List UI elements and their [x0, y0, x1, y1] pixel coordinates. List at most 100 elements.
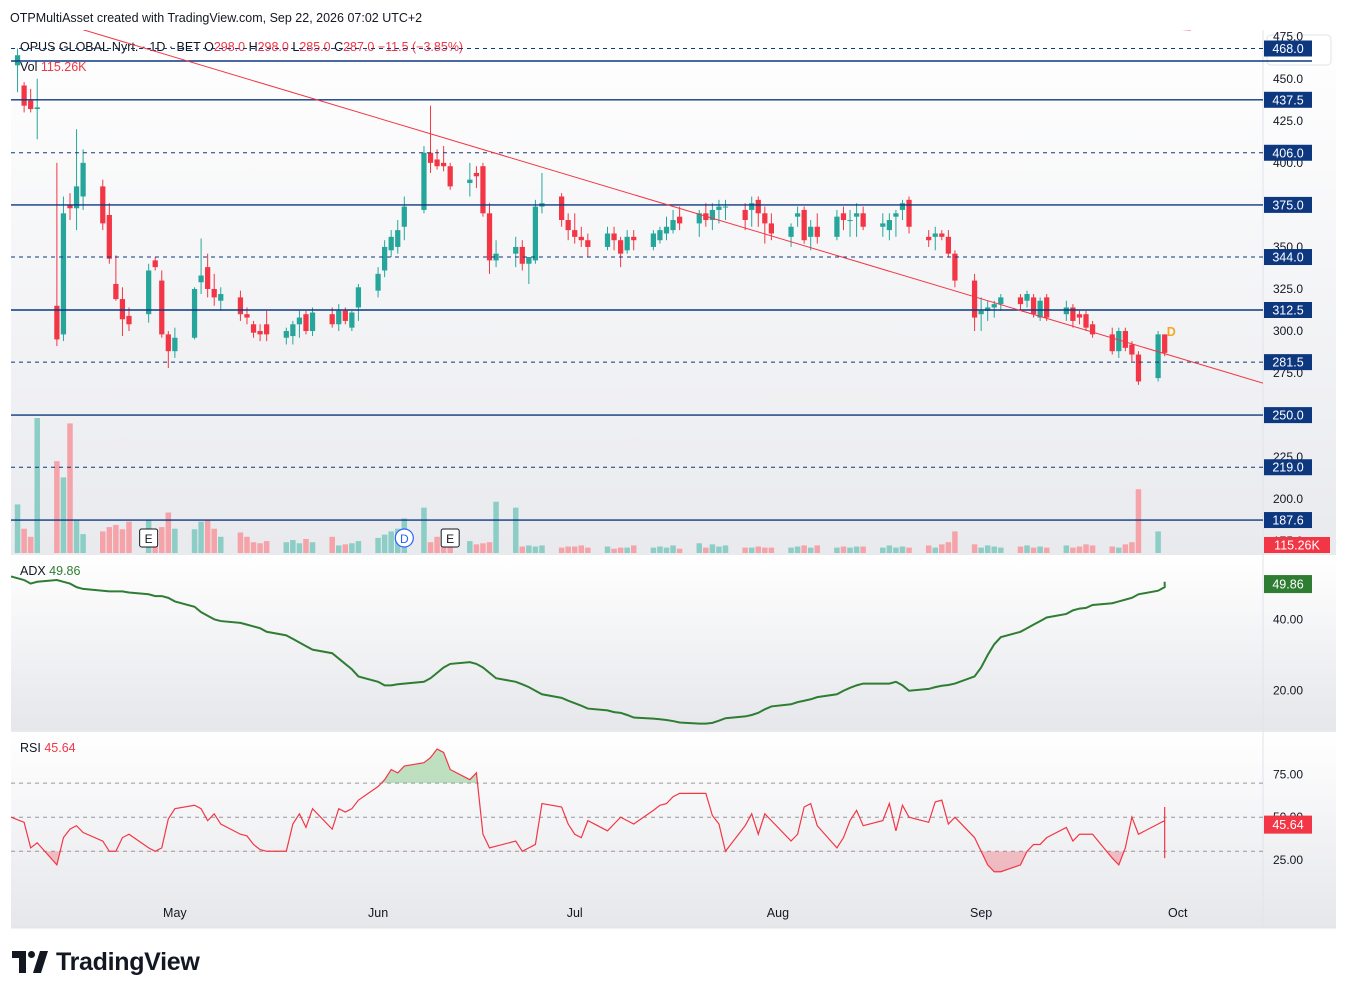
candle	[663, 216, 670, 241]
candle-body	[480, 166, 486, 214]
candle-body	[788, 226, 794, 237]
volume-bar	[880, 547, 886, 553]
candle	[1030, 294, 1037, 318]
candle	[604, 226, 611, 251]
candle	[532, 199, 539, 264]
candle	[513, 236, 519, 268]
earnings-badge[interactable]	[139, 528, 159, 548]
candle	[945, 230, 951, 258]
candle	[742, 203, 748, 231]
volume-bar	[539, 545, 545, 553]
candle-body	[205, 267, 211, 289]
candle	[493, 240, 499, 268]
volume-bar	[1109, 546, 1115, 553]
time-tick-label: Sep	[970, 906, 992, 920]
candle-body	[794, 213, 801, 217]
ohlc-value: 285.0	[299, 40, 330, 54]
candle-body	[886, 220, 892, 231]
candle-body	[355, 287, 362, 308]
candle-body	[840, 213, 847, 221]
candle	[893, 209, 899, 237]
volume-bar	[34, 418, 40, 553]
earnings-badge[interactable]	[440, 528, 460, 548]
adx-pane-bg	[11, 555, 1336, 730]
level-label: 187.6	[1272, 514, 1303, 528]
candle	[624, 230, 630, 254]
candle-body	[853, 213, 860, 217]
candle	[801, 206, 807, 244]
candle-body	[893, 213, 899, 217]
rsi-tick-label: 25.00	[1273, 853, 1303, 867]
candle	[1063, 300, 1069, 321]
volume-bar	[768, 547, 775, 553]
candle-body	[926, 236, 932, 241]
level-label: 437.5	[1272, 93, 1303, 107]
candle	[860, 206, 866, 231]
candle	[526, 257, 532, 284]
volume-bar	[1116, 547, 1122, 553]
volume-bar	[991, 546, 997, 553]
symbol-ohlc-line: OPUS GLOBAL Nyrt. · 1D · BET O298.0 H298…	[20, 40, 463, 54]
candle	[349, 310, 355, 332]
volume-bar	[696, 543, 703, 553]
candle-body	[617, 240, 624, 254]
volume-bar	[893, 547, 899, 553]
candle-body	[73, 186, 80, 209]
candle-body	[244, 314, 250, 318]
candle	[880, 213, 886, 237]
dividend-badge[interactable]	[394, 528, 414, 548]
candle	[585, 233, 591, 258]
candle-body	[1070, 307, 1076, 321]
candle	[172, 327, 178, 358]
candle-body	[696, 213, 702, 224]
candle-body	[172, 337, 178, 352]
time-tick-label: Jun	[368, 906, 388, 920]
trendlines	[82, 30, 1263, 384]
candle-body	[755, 199, 761, 214]
candle	[60, 196, 67, 342]
level-label-bg	[1264, 354, 1312, 371]
candle-body	[1024, 294, 1030, 301]
volume-bar	[191, 529, 198, 553]
candle-body	[971, 280, 978, 318]
candle-body	[336, 310, 342, 325]
volume-bar	[650, 547, 657, 553]
volume-bar	[342, 544, 349, 553]
candle	[14, 48, 21, 93]
upcoming-dividend-marker[interactable]: D	[1167, 325, 1176, 339]
candle-body	[165, 334, 171, 352]
candle-body	[985, 307, 991, 311]
time-tick-label: Jul	[567, 906, 583, 920]
candle	[650, 230, 657, 251]
volume-bar	[473, 544, 480, 553]
candle-body	[1116, 331, 1122, 352]
level-label: 250.0	[1272, 409, 1303, 423]
candle	[67, 193, 73, 221]
candle	[926, 230, 932, 247]
price-pane-bg	[11, 30, 1336, 553]
volume-bar	[794, 546, 801, 553]
candle-body	[146, 270, 152, 315]
candle-body	[309, 312, 316, 332]
earnings-badge-label: E	[145, 532, 153, 546]
candle	[28, 88, 34, 113]
candle	[264, 310, 270, 342]
candle-body	[834, 216, 840, 237]
candle	[382, 240, 388, 278]
candle-body	[382, 246, 388, 271]
candle-body	[611, 233, 617, 241]
volume-bar	[558, 547, 565, 553]
candle-body	[119, 299, 126, 320]
candle	[853, 203, 860, 237]
candle-body	[198, 275, 204, 283]
candle-body	[624, 236, 630, 251]
volume-bar	[617, 547, 624, 553]
volume-bar	[119, 529, 126, 553]
candle-body	[762, 213, 768, 224]
candle-body	[67, 204, 73, 209]
level-label-bg	[1264, 459, 1312, 476]
candle-body	[998, 297, 1004, 305]
tradingview-logo-text: TradingView	[56, 947, 200, 976]
adx-plot-area	[10, 575, 1166, 725]
candle	[906, 196, 912, 234]
